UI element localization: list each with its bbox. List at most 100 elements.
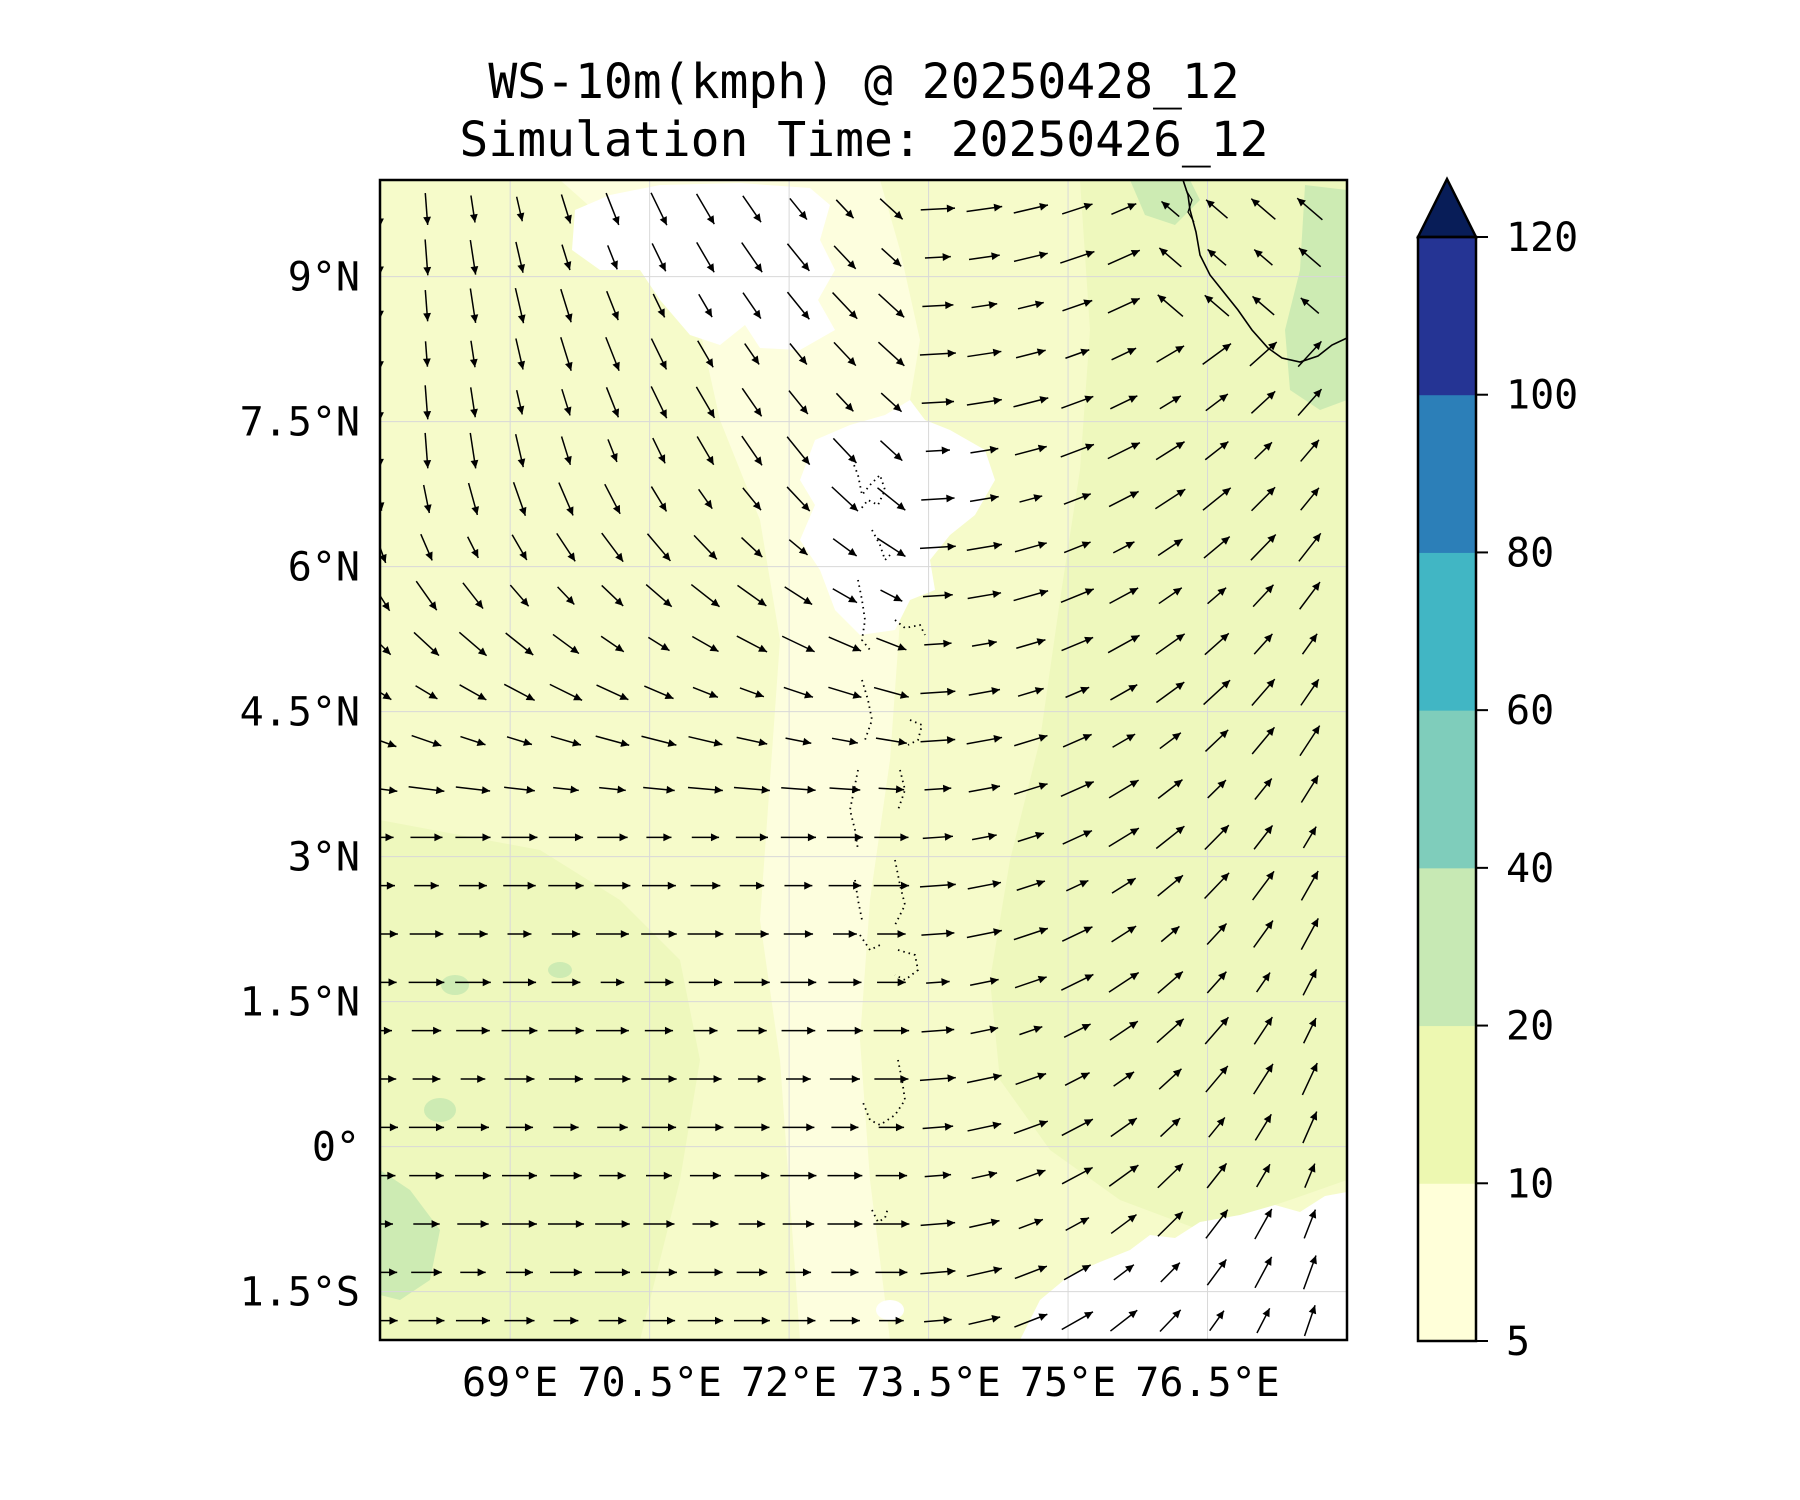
wind-vector-arrow — [832, 930, 857, 938]
wind-vector-arrow — [1110, 395, 1138, 410]
wind-vector-arrow — [601, 584, 624, 607]
wind-vector-arrow — [688, 978, 723, 987]
wind-vector-arrow — [1013, 396, 1049, 408]
wind-vector-arrow — [1253, 248, 1273, 266]
wind-vector-arrow — [548, 881, 584, 890]
wind-vector-arrow — [1253, 1016, 1273, 1045]
wind-vector-arrow — [967, 590, 1002, 600]
wind-vector-arrow — [1254, 441, 1273, 460]
wind-vector-arrow — [687, 785, 723, 794]
wind-vector-arrow — [1155, 633, 1186, 655]
wind-vector-arrow — [877, 341, 905, 367]
wind-vector-arrow — [968, 252, 1000, 261]
wind-vector-arrow — [505, 1123, 534, 1132]
wind-vector-arrow — [1013, 589, 1049, 602]
wind-vector-arrow — [1254, 1208, 1273, 1240]
wind-vector-arrow — [1066, 879, 1089, 892]
wind-vector-arrow — [455, 833, 491, 842]
lat-tick-label: 4.5°N — [240, 690, 360, 736]
wind-vector-arrow — [877, 487, 906, 511]
wind-vector-arrow — [411, 734, 442, 747]
wind-vector-arrow — [505, 1268, 533, 1277]
wind-vector-arrow — [380, 1026, 393, 1035]
wind-vector-arrow — [1064, 1072, 1090, 1086]
wind-vector-arrow — [828, 636, 862, 652]
wind-vector-arrow — [1206, 1162, 1228, 1189]
wind-vector-arrow — [456, 1123, 489, 1132]
wind-vector-arrow — [697, 488, 713, 510]
wind-vector-arrow — [781, 1026, 816, 1035]
wind-vector-arrow — [1204, 872, 1230, 899]
map-frame — [378, 178, 1349, 1342]
wind-vector-arrow — [380, 786, 398, 795]
wind-vector-arrow — [742, 195, 762, 223]
wind-vector-arrow — [782, 1123, 815, 1132]
wind-vector-arrow — [828, 881, 862, 890]
wind-vector-arrow — [784, 881, 813, 890]
wind-vector-arrow — [380, 1220, 394, 1228]
wind-vector-arrow — [1108, 827, 1140, 848]
wind-vector-arrow — [561, 388, 572, 416]
wind-vector-arrow — [469, 432, 479, 469]
wind-vector-arrow — [1297, 340, 1322, 368]
field-high-spot — [424, 1098, 456, 1122]
wind-vector-arrow — [734, 1171, 770, 1180]
wind-vector-arrow — [501, 1026, 538, 1035]
wind-vector-arrow — [687, 930, 724, 938]
calm-area-north — [572, 183, 835, 350]
wind-vector-arrow — [786, 436, 811, 466]
wind-vector-arrow — [780, 978, 817, 987]
wind-vector-arrow — [966, 396, 1002, 406]
wind-vector-arrow — [1156, 345, 1185, 363]
wind-vector-arrow — [502, 978, 537, 987]
wind-vector-arrow — [412, 1075, 441, 1083]
atoll-outline — [894, 619, 926, 636]
wind-vector-arrow — [423, 385, 432, 420]
wind-vector-arrow — [1303, 1305, 1317, 1337]
wind-vector-arrow — [1017, 300, 1044, 310]
wind-vector-arrow — [971, 1170, 998, 1180]
wind-vector-arrow — [1300, 439, 1320, 462]
wind-vector-arrow — [600, 978, 625, 987]
india-coastline — [1182, 180, 1347, 363]
wind-vector-arrow — [650, 338, 668, 370]
colorbar-band — [1418, 394, 1476, 553]
wind-vector-arrow — [553, 1123, 579, 1132]
wind-vector-arrow — [646, 533, 672, 562]
wind-vector-arrow — [462, 582, 484, 609]
wind-vector-arrow — [506, 736, 533, 746]
wind-vector-arrow — [922, 301, 954, 310]
wind-vector-arrow — [832, 588, 858, 604]
wind-vector-arrow — [1250, 390, 1276, 414]
wind-vector-arrow — [548, 1075, 583, 1083]
wind-vector-arrow — [1111, 925, 1137, 943]
wind-vector-arrow — [1017, 831, 1045, 843]
wind-vector-arrow — [1250, 533, 1277, 561]
wind-vector-arrow — [1112, 733, 1136, 748]
wind-vector-arrow — [967, 348, 1002, 358]
wind-vector-arrow — [969, 977, 999, 986]
field-high-spot — [548, 962, 572, 978]
wind-vector-arrow — [1302, 1111, 1318, 1144]
wind-vector-arrow — [515, 338, 526, 370]
wind-vector-arrow — [1157, 1211, 1184, 1237]
wind-vector-arrow — [552, 633, 580, 655]
wind-vector-arrow — [509, 584, 530, 607]
wind-vector-arrow — [504, 1075, 535, 1083]
wind-vector-arrow — [1062, 829, 1093, 845]
wind-vector-arrow — [1062, 299, 1093, 312]
wind-vector-arrow — [643, 785, 675, 794]
wind-vector-arrow — [692, 1220, 719, 1228]
wind-vector-arrow — [1108, 490, 1139, 508]
wind-vector-arrow — [924, 253, 951, 261]
wind-vector-arrow — [1065, 686, 1090, 699]
wind-vector-arrow — [515, 196, 525, 222]
wind-vector-arrow — [1207, 248, 1227, 266]
wind-vector-arrow — [924, 1316, 952, 1325]
wind-vector-arrow — [1252, 870, 1275, 901]
wind-vector-arrow — [454, 1171, 491, 1180]
wind-vector-arrow — [878, 293, 905, 318]
field-high-ne-2 — [1285, 185, 1347, 410]
wind-vector-arrow — [1019, 1025, 1043, 1036]
wind-vector-arrow — [1063, 1023, 1091, 1038]
